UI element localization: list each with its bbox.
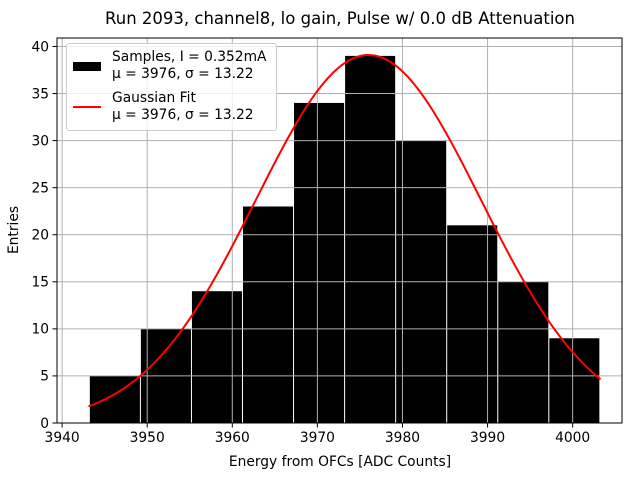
legend-fit-stats: μ = 3976, σ = 13.22	[112, 107, 254, 123]
legend-fit-label: Gaussian Fit	[112, 90, 196, 106]
legend-samples-stats: μ = 3976, σ = 13.22	[112, 66, 254, 82]
x-tick-label: 3970	[300, 430, 335, 446]
legend-fit-text: Gaussian Fit μ = 3976, σ = 13.22	[112, 90, 254, 124]
histogram-bar	[447, 225, 498, 423]
y-tick-label: 25	[31, 180, 49, 196]
histogram-bar	[294, 102, 345, 423]
y-tick-label: 0	[40, 416, 49, 432]
y-tick-label: 10	[31, 322, 49, 338]
x-tick-label: 3980	[385, 430, 420, 446]
y-axis-label: Entries	[6, 205, 22, 255]
x-axis-label: Energy from OFCs [ADC Counts]	[228, 454, 452, 470]
x-tick-label: 4000	[555, 430, 590, 446]
y-tick-label: 30	[31, 133, 49, 149]
histogram-bar	[549, 338, 600, 423]
y-tick-label: 15	[31, 275, 49, 291]
gaussian-fit-curve	[88, 53, 601, 408]
y-tick-label: 20	[31, 228, 49, 244]
gaussian-fit-line-swatch-icon	[73, 106, 101, 108]
legend-samples-label: Samples, I = 0.352mA	[112, 49, 267, 65]
fit-swatch-column	[73, 106, 101, 108]
histogram-bar	[345, 55, 396, 423]
legend-entry-gaussian-fit: Gaussian Fit μ = 3976, σ = 13.22	[73, 90, 269, 124]
histogram-bar	[243, 206, 294, 423]
x-tick-label: 3950	[130, 430, 165, 446]
chart-title: Run 2093, channel8, lo gain, Pulse w/ 0.…	[105, 9, 575, 28]
samples-swatch-column	[73, 61, 101, 71]
legend-samples-text: Samples, I = 0.352mA μ = 3976, σ = 13.22	[112, 49, 266, 83]
histogram-bar	[191, 291, 242, 423]
x-tick-label: 3940	[45, 430, 80, 446]
samples-histogram-swatch-icon	[73, 61, 101, 71]
x-tick-label: 3990	[470, 430, 505, 446]
legend-entry-samples: Samples, I = 0.352mA μ = 3976, σ = 13.22	[73, 49, 269, 83]
histogram-bar	[498, 281, 549, 423]
y-tick-label: 5	[40, 369, 49, 385]
legend: Samples, I = 0.352mA μ = 3976, σ = 13.22…	[66, 43, 277, 131]
y-tick-label: 40	[31, 39, 49, 55]
plot-border	[56, 37, 623, 424]
x-tick-label: 3960	[215, 430, 250, 446]
y-tick-label: 35	[31, 86, 49, 102]
